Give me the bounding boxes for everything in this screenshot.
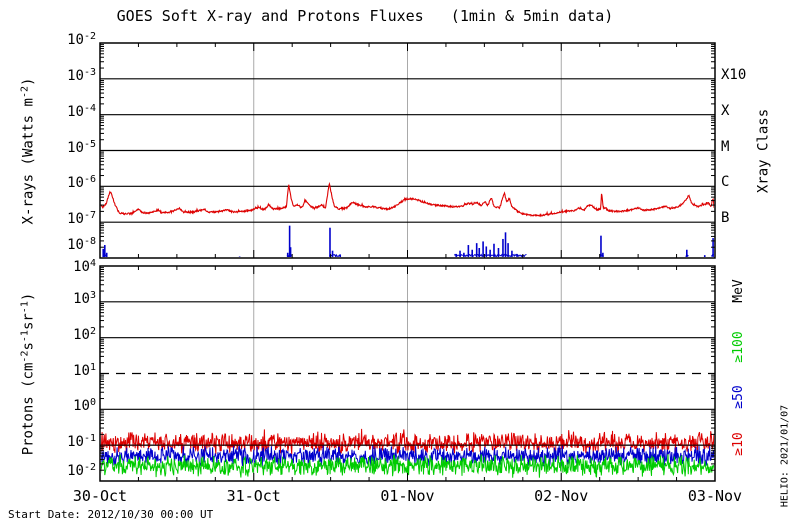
y-tick-label: 10-4 <box>67 102 96 120</box>
x-tick-label: 31-Oct <box>226 487 281 505</box>
y-tick-label: 10-2 <box>67 462 96 479</box>
start-date-label: Start Date: 2012/10/30 00:00 UT <box>8 508 214 521</box>
y-tick-label: 10-3 <box>67 66 96 84</box>
y-tick-label: 10-7 <box>67 210 96 228</box>
chart-title: GOES Soft X-ray and Protons Fluxes (1min… <box>116 7 614 25</box>
y-tick-label: 100 <box>73 397 96 415</box>
protons-ge10-flux <box>101 428 714 455</box>
y-tick-label: 10-2 <box>67 31 96 48</box>
xray-class-label: M <box>721 138 730 155</box>
xray-class-label: X <box>721 102 730 119</box>
y-tick-label: 104 <box>73 258 96 275</box>
xray-class-label: X10 <box>721 66 747 83</box>
y-tick-label: 101 <box>73 361 96 379</box>
x-tick-label: 03-Nov <box>687 487 743 505</box>
xray-class-label: C <box>721 174 730 191</box>
y-tick-label: 103 <box>73 289 96 307</box>
y-tick-label: 10-1 <box>67 433 96 451</box>
y-tick-label: 102 <box>73 325 96 343</box>
credit-watermark: HELIO: 2021/01/07 <box>779 404 791 508</box>
y-tick-label: 10-5 <box>67 138 96 156</box>
x-tick-label: 30-Oct <box>72 487 128 505</box>
energy-channel-label: ≥100 <box>730 331 746 363</box>
energy-channel-label: MeV <box>730 279 746 303</box>
xray-long-flux <box>101 181 714 218</box>
x-tick-label: 01-Nov <box>380 487 435 505</box>
xray-panel-traces <box>101 181 714 257</box>
y-tick-label: 10-8 <box>67 236 96 253</box>
x-tick-label: 02-Nov <box>534 487 589 505</box>
xray-class-label: B <box>721 210 730 227</box>
y-tick-label: 10-6 <box>67 174 96 192</box>
energy-channel-label: ≥50 <box>730 385 746 409</box>
xray-class-axis-title: Xray Class <box>755 108 772 193</box>
xray-panel-y-axis-title: X-rays (Watts m-2) <box>19 77 37 224</box>
xray-short-flux-floor <box>329 253 342 257</box>
proton-panel-y-axis-title: Protons (cm-2s-1sr-1) <box>19 292 37 455</box>
energy-channel-label: ≥10 <box>730 432 746 456</box>
